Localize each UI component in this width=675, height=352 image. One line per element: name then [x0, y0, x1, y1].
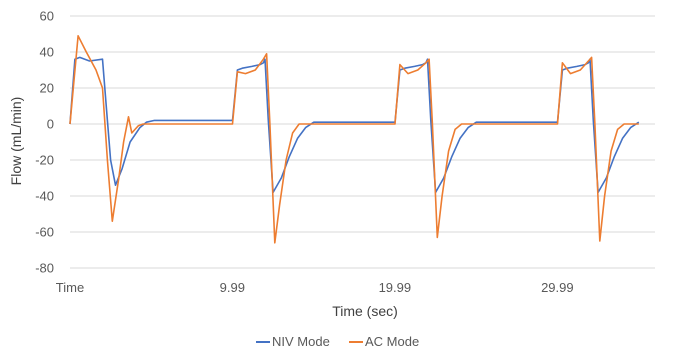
x-tick-label: Time [56, 280, 84, 295]
gridlines [70, 15, 655, 269]
x-tick-label: 9.99 [220, 280, 245, 295]
x-axis-ticks: Time 9.99 19.99 29.99 [56, 280, 574, 295]
y-axis-title: Flow (mL/min) [8, 97, 24, 186]
y-tick-label: 20 [40, 81, 54, 96]
y-tick-label: 60 [40, 9, 54, 24]
legend-label-niv-mode: NIV Mode [272, 334, 330, 349]
series-ac-mode [69, 34, 639, 244]
y-tick-label: 40 [40, 45, 54, 60]
y-tick-label: -80 [35, 261, 54, 276]
x-tick-label: 19.99 [379, 280, 412, 295]
x-tick-label: 29.99 [541, 280, 574, 295]
series-niv-mode [69, 56, 640, 194]
y-tick-label: 0 [47, 117, 54, 132]
legend: NIV Mode AC Mode [256, 334, 419, 349]
x-axis-title: Time (sec) [332, 303, 398, 319]
y-tick-label: -40 [35, 189, 54, 204]
y-tick-label: -20 [35, 153, 54, 168]
series-line [69, 34, 639, 244]
y-tick-label: -60 [35, 225, 54, 240]
legend-label-ac-mode: AC Mode [365, 334, 419, 349]
y-axis-ticks: 60 40 20 0 -20 -40 -60 -80 [35, 9, 54, 276]
series-layer [69, 34, 640, 244]
series-line [69, 56, 640, 194]
